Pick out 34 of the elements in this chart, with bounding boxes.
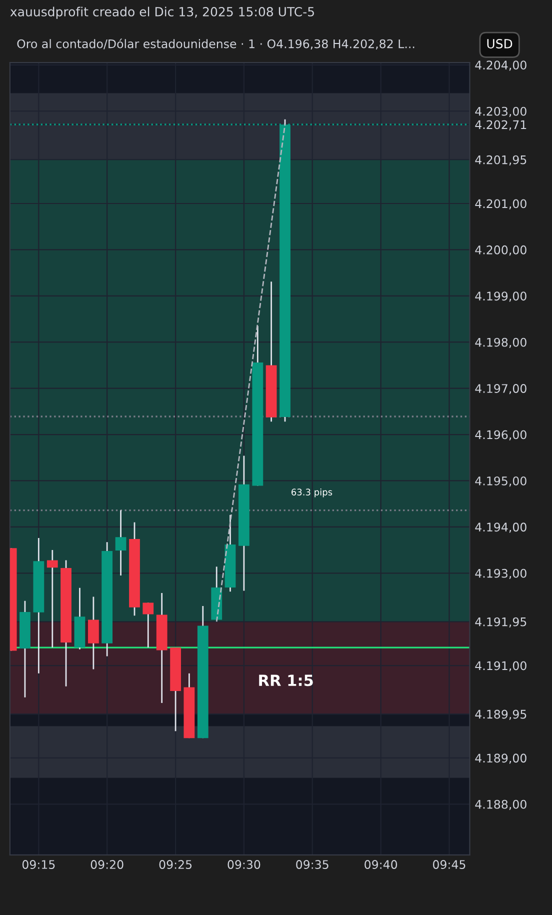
x-tick-label: 09:20: [90, 860, 124, 869]
y-tick-label: 4.189,00: [475, 754, 526, 764]
band-label: RR 1:5: [259, 674, 313, 686]
x-tick-label: 09:15: [22, 860, 55, 869]
y-tick-label: 4.191,00: [475, 661, 526, 672]
annotation: 63.3 pips: [292, 488, 332, 498]
y-tick-label: 4.195,00: [475, 476, 526, 487]
chart-subtitle: Oro al contado/Dólar estadounidense · 1 · O4.196,38 H4.202,82 L...: [17, 38, 414, 50]
y-tick-label: 4.194,00: [475, 522, 526, 533]
y-tick-label: 4.193,00: [475, 568, 526, 579]
y-tick-label: 4.200,00: [475, 245, 526, 256]
y-tick-label: 4.203,00: [475, 106, 526, 117]
y-tick-label: 4.201,00: [475, 199, 526, 210]
y-tick-label: 4.188,00: [475, 800, 526, 810]
y-tick-label: 4.199,00: [475, 292, 526, 302]
x-tick-label: 09:30: [228, 860, 260, 869]
y-tick-label: 4.201,95: [475, 155, 526, 166]
x-tick-label: 09:25: [159, 860, 192, 869]
y-tick-label: 4.202,71: [475, 120, 526, 130]
candlestick: [115, 510, 126, 576]
candlestick: [46, 549, 58, 648]
y-tick-label: 4.198,00: [475, 338, 526, 348]
y-tick-label: 4.197,00: [475, 384, 526, 394]
text: USD: [487, 39, 512, 48]
y-tick-label: 4.191,95: [475, 617, 526, 628]
candlestick: [88, 596, 99, 670]
x-tick-label: 09:35: [296, 860, 328, 869]
x-tick-label: 09:45: [432, 860, 466, 869]
candlestick: [142, 602, 154, 648]
y-tick-label: 4.196,00: [475, 430, 526, 440]
y-tick-label: 4.204,00: [475, 60, 526, 71]
chart-title: xauusdprofit creado el Dic 13, 2025 15:08 UTC-5: [10, 6, 314, 19]
x-tick-label: 09:40: [364, 860, 398, 869]
y-tick-label: 4.189,95: [475, 710, 526, 720]
